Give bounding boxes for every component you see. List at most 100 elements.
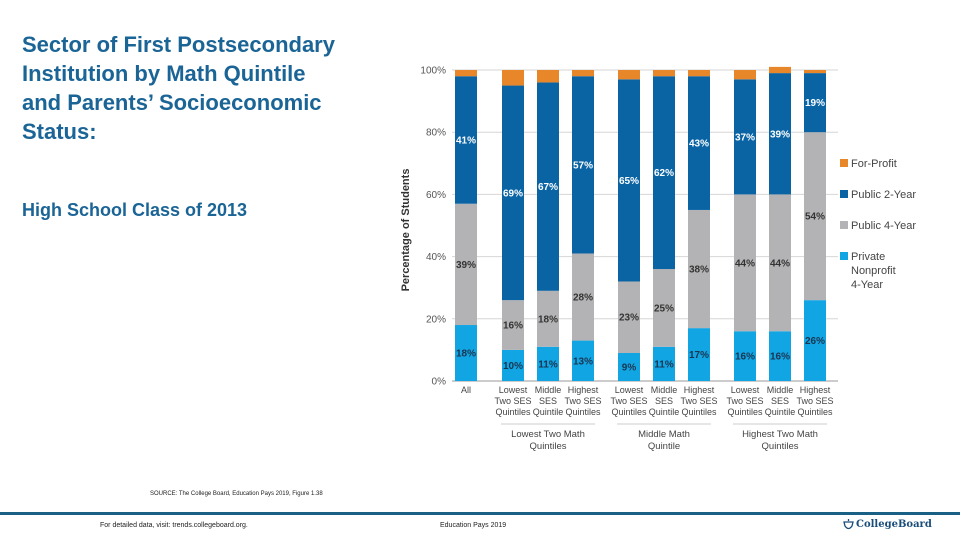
y-tick-label: 80% <box>426 128 446 139</box>
source-note: SOURCE: The College Board, Education Pay… <box>150 491 323 497</box>
bar-segment <box>537 346 559 381</box>
y-tick-label: 0% <box>432 377 447 388</box>
footer-data-link[interactable]: For detailed data, visit: trends.college… <box>100 522 248 529</box>
data-label: 18% <box>538 314 558 325</box>
x-tick-label: Quintiles <box>611 407 647 417</box>
data-label: 10% <box>503 361 523 372</box>
x-tick-label: Two SES <box>494 396 531 406</box>
y-axis-label: Percentage of Students <box>400 169 412 292</box>
data-label: 67% <box>538 182 558 193</box>
legend-label: Public 2-Year <box>851 189 916 201</box>
collegeboard-logo: CollegeBoard <box>843 518 932 531</box>
bar-segment <box>537 290 559 347</box>
x-tick-label: Middle <box>651 385 678 395</box>
data-label: 39% <box>456 260 476 271</box>
data-label: 19% <box>805 98 825 109</box>
data-label: 13% <box>573 356 593 367</box>
legend-swatch <box>840 252 848 260</box>
footer-divider <box>0 512 960 515</box>
bar-segment <box>572 253 594 341</box>
group-label: Quintiles <box>530 441 567 452</box>
x-tick-label: Highest <box>800 385 831 395</box>
bar-segment <box>688 76 710 210</box>
x-tick-label: Quintile <box>649 407 680 417</box>
x-tick-label: Quintiles <box>565 407 601 417</box>
y-tick-label: 60% <box>426 190 446 201</box>
data-label: 16% <box>735 352 755 363</box>
bar-segment <box>769 66 791 74</box>
bar-segment <box>653 76 675 270</box>
x-tick-label: Quintiles <box>681 407 717 417</box>
bar-segment <box>502 85 524 301</box>
legend-label: For-Profit <box>851 158 897 170</box>
bar-segment <box>769 194 791 332</box>
x-tick-label: Quintile <box>765 407 796 417</box>
x-tick-label: Middle <box>767 385 794 395</box>
bar-segment <box>618 79 640 282</box>
data-label: 11% <box>538 359 558 370</box>
data-label: 44% <box>770 258 790 269</box>
bar-segment <box>455 325 477 381</box>
bar-segment <box>734 70 756 80</box>
data-label: 16% <box>770 352 790 363</box>
group-label: Quintile <box>648 441 680 452</box>
bar-segment <box>653 70 675 77</box>
bar-segment <box>653 346 675 381</box>
legend-label: Private <box>851 251 885 263</box>
bar-segment <box>769 73 791 195</box>
bar-segment <box>572 76 594 254</box>
x-tick-label: Highest <box>684 385 715 395</box>
data-label: 9% <box>622 363 637 374</box>
legend-label: Nonprofit <box>851 265 896 277</box>
bar-segment <box>804 132 826 301</box>
x-tick-label: Two SES <box>610 396 647 406</box>
x-tick-label: Lowest <box>731 385 760 395</box>
data-label: 43% <box>689 139 709 150</box>
acorn-icon <box>843 519 854 530</box>
x-tick-label: Quintiles <box>727 407 763 417</box>
bar-segment <box>804 70 826 74</box>
data-label: 17% <box>689 350 709 361</box>
bar-segment <box>653 269 675 347</box>
bar-segment <box>804 73 826 133</box>
group-label: Quintiles <box>762 441 799 452</box>
y-tick-label: 100% <box>420 66 446 77</box>
bar-segment <box>502 70 524 86</box>
bar-segment <box>455 70 477 77</box>
data-label: 39% <box>770 129 790 140</box>
bar-segment <box>572 340 594 381</box>
y-tick-label: 20% <box>426 314 446 325</box>
bar-segment <box>688 328 710 381</box>
x-tick-label: Lowest <box>615 385 644 395</box>
slide-title: Sector of First Postsecondary Institutio… <box>22 32 335 144</box>
data-label: 28% <box>573 293 593 304</box>
bar-segment <box>804 300 826 381</box>
bar-segment <box>537 70 559 83</box>
stacked-bar-chart: 0% 20% 40% 60% 80% 100% Percentage of Students… <box>400 66 916 453</box>
data-label: 37% <box>735 132 755 143</box>
logo-text: CollegeBoard <box>856 519 932 530</box>
data-label: 57% <box>573 160 593 171</box>
bar-segment <box>618 353 640 381</box>
bar-segment <box>537 82 559 291</box>
legend-label: Public 4-Year <box>851 220 916 232</box>
bar-segment <box>572 70 594 77</box>
x-tick-label: Highest <box>568 385 599 395</box>
data-label: 44% <box>735 258 755 269</box>
data-label: 69% <box>503 188 523 199</box>
y-tick-label: 40% <box>426 252 446 263</box>
bar-segment <box>502 349 524 381</box>
x-tick-label: Quintile <box>533 407 564 417</box>
x-tick-label: Quintiles <box>495 407 531 417</box>
data-label: 41% <box>456 135 476 146</box>
data-label: 65% <box>619 176 639 187</box>
bar-segment <box>455 76 477 204</box>
legend-swatch <box>840 221 848 229</box>
x-tick-label: SES <box>655 396 673 406</box>
bar-segment <box>688 70 710 77</box>
data-label: 18% <box>456 349 476 360</box>
legend-swatch <box>840 159 848 167</box>
legend-label: 4-Year <box>851 279 883 291</box>
bar-segment <box>455 203 477 326</box>
group-label: Highest Two Math <box>742 429 818 440</box>
